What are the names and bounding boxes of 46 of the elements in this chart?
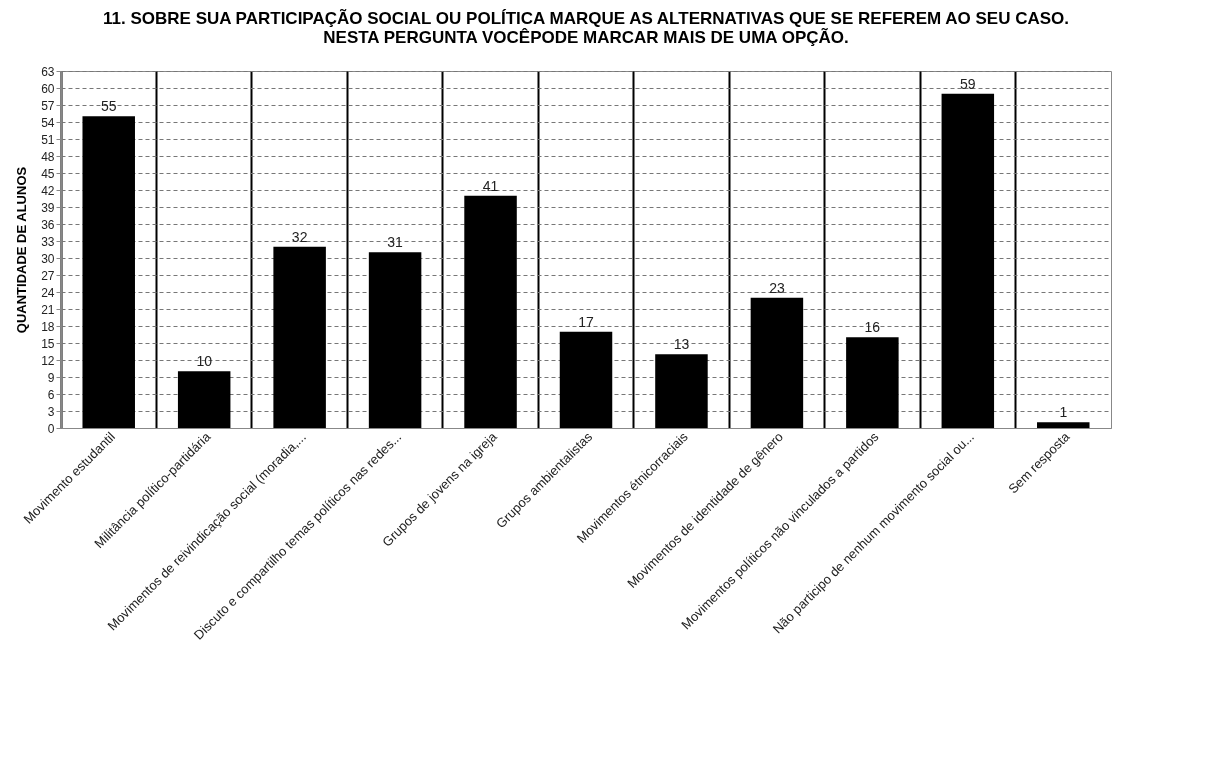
y-tick-label: 60	[41, 81, 55, 96]
data-label: 59	[960, 75, 976, 92]
y-tick-label: 51	[41, 132, 55, 147]
y-tick-label: 6	[47, 387, 55, 402]
data-label: 23	[769, 279, 785, 296]
chart-title: 11. SOBRE SUA PARTICIPAÇÃO SOCIAL OU POLÍTICA MARQUE AS ALTERNATIVAS QUE SE REFEREM AO SEU CASO. NESTA PERGUNTA VOCÊPODE MARCAR MAIS DE UMA OPÇÃO.	[103, 8, 1069, 47]
bar	[655, 354, 708, 428]
data-label: 31	[387, 234, 404, 251]
y-tick-label: 0	[47, 421, 55, 436]
y-tick-label: 48	[41, 149, 55, 164]
bar	[368, 252, 422, 428]
y-tick-label: 12	[41, 353, 55, 368]
bar	[846, 337, 899, 428]
bar	[464, 195, 517, 428]
data-label: 55	[100, 98, 117, 115]
y-tick-label: 18	[41, 319, 55, 334]
y-tick-label: 27	[41, 268, 55, 283]
y-tick-label: 54	[41, 115, 55, 130]
y-tick-label: 57	[41, 98, 55, 113]
y-tick-label: 42	[41, 183, 55, 198]
data-label: 1	[1059, 404, 1068, 421]
y-tick-label: 45	[41, 166, 55, 181]
bar	[177, 371, 231, 428]
bar	[941, 93, 995, 428]
bar	[1037, 422, 1090, 428]
bar	[82, 116, 135, 428]
y-tick-label: 15	[41, 336, 55, 351]
data-label: 16	[864, 319, 881, 336]
y-tick-label: 33	[41, 234, 55, 249]
data-label: 32	[291, 228, 308, 245]
bar	[273, 246, 326, 428]
y-tick-label: 39	[41, 200, 55, 215]
y-tick-label: 9	[47, 370, 55, 385]
bar	[750, 297, 804, 428]
data-label: 13	[673, 336, 690, 353]
y-tick-label: 63	[41, 64, 55, 79]
y-axis-title: QUANTIDADE DE ALUNOS	[14, 166, 30, 334]
data-label: 10	[196, 353, 213, 370]
data-label: 17	[578, 313, 594, 330]
y-tick-label: 21	[41, 302, 55, 317]
y-tick-label: 24	[41, 285, 55, 300]
y-tick-label: 30	[41, 251, 55, 266]
y-tick-label: 36	[41, 217, 55, 232]
bar	[559, 331, 613, 428]
y-tick-label: 3	[47, 404, 55, 419]
data-label: 41	[482, 177, 499, 194]
